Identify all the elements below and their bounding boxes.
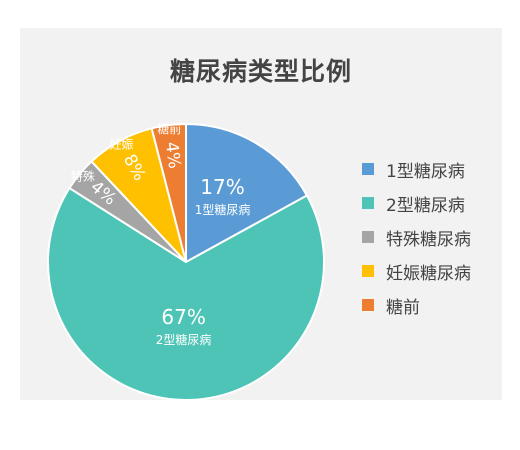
legend-label-type1: 1型糖尿病 [386, 161, 465, 182]
legend-swatch-gestational [362, 265, 374, 277]
pie-slice-type1 [185, 122, 309, 264]
legend-label-prediabetes: 糖前 [386, 297, 420, 318]
legend-swatch-type1 [362, 163, 374, 175]
legend-label-type2: 2型糖尿病 [386, 195, 465, 216]
legend-swatch-prediabetes [362, 299, 374, 311]
data-sublabel-type1: 1型糖尿病 [195, 202, 251, 217]
legend-swatch-special [362, 231, 374, 243]
legend-item-type1: 1型糖尿病 [362, 158, 512, 182]
data-label-type1: 17% [200, 175, 244, 199]
data-sublabel-prediabetes: 糖前 [157, 121, 181, 136]
data-sublabel-type2: 2型糖尿病 [156, 332, 212, 347]
legend-label-special: 特殊糖尿病 [386, 229, 471, 250]
legend-item-type2: 2型糖尿病 [362, 192, 512, 216]
data-sublabel-special: 特殊 [71, 169, 95, 184]
legend-item-prediabetes: 糖前 [362, 294, 512, 318]
chart-title: 糖尿病类型比例 [169, 57, 352, 86]
pie-slice-prediabetes [150, 122, 187, 263]
legend-item-gestational: 妊娠糖尿病 [362, 260, 512, 284]
data-label-type2: 67% [161, 305, 205, 329]
legend-label-gestational: 妊娠糖尿病 [386, 263, 471, 284]
legend-swatch-type2 [362, 197, 374, 209]
data-sublabel-gestational: 妊娠 [110, 138, 134, 152]
data-label-prediabetes: 4% [161, 141, 184, 170]
legend-item-special: 特殊糖尿病 [362, 226, 512, 250]
legend: 1型糖尿病 2型糖尿病 特殊糖尿病 妊娠糖尿病 糖前 [362, 158, 512, 328]
pie-slice-type2 [47, 186, 325, 401]
